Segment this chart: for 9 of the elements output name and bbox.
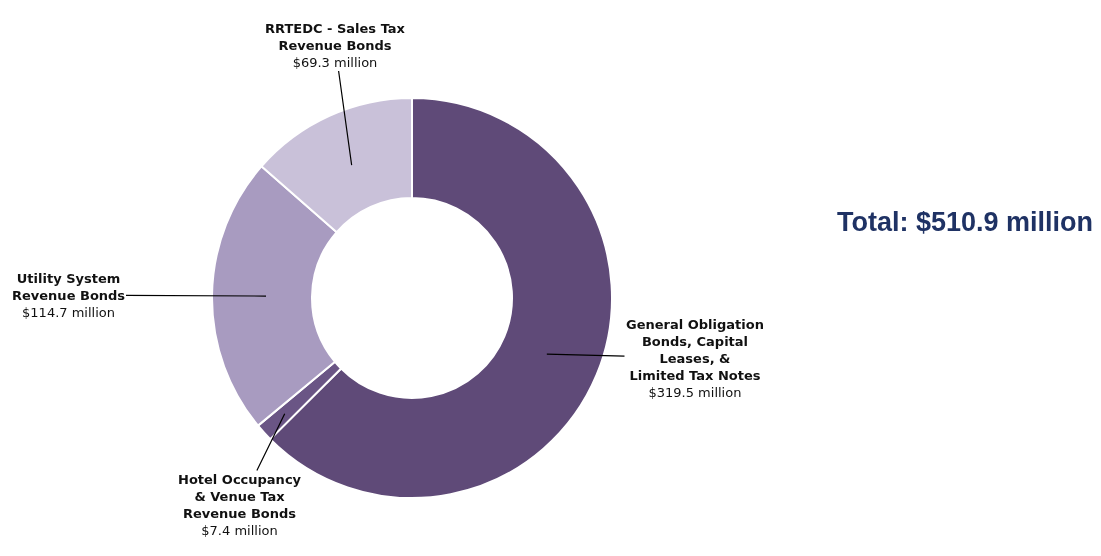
slice-label: Hotel Occupancy & Venue Tax Revenue Bonds (178, 472, 302, 521)
data-label: $69.3 million (292, 54, 378, 70)
slice-label: RRTEDC - Sales Tax Revenue Bonds (265, 21, 406, 53)
text: Total: $510.9 million (837, 207, 1094, 237)
data-label: $7.4 million (201, 522, 278, 538)
data-label: $114.7 million (22, 304, 116, 320)
data-label: $319.5 million (648, 384, 742, 400)
slice-label: Utility System Revenue Bonds (12, 271, 126, 303)
slice-label: General Obligation Bonds, Capital Leases, & Limited Tax Notes (626, 317, 764, 383)
